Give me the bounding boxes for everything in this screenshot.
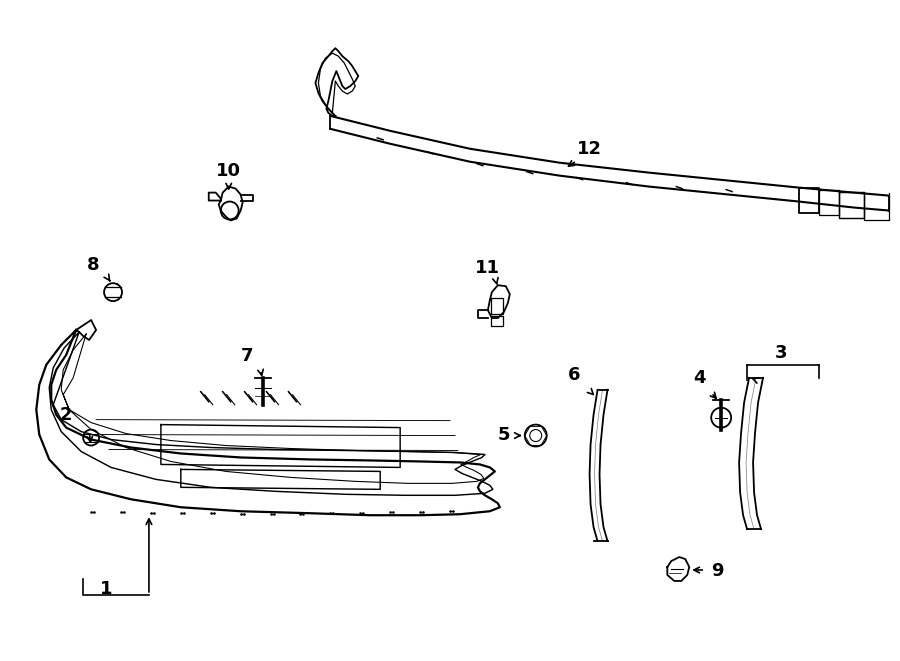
Text: 12: 12: [577, 139, 602, 158]
Text: 1: 1: [100, 580, 112, 598]
Text: 3: 3: [775, 344, 788, 362]
Text: 11: 11: [475, 259, 500, 277]
Text: 10: 10: [216, 162, 241, 180]
Text: 5: 5: [498, 426, 510, 444]
Text: 8: 8: [86, 256, 99, 274]
Bar: [491, 298, 503, 314]
Bar: [491, 316, 503, 326]
Circle shape: [711, 408, 731, 428]
Text: 2: 2: [60, 406, 72, 424]
Text: 4: 4: [693, 369, 706, 387]
Text: 6: 6: [569, 366, 580, 384]
Text: 7: 7: [240, 347, 253, 365]
Text: 9: 9: [711, 562, 724, 580]
